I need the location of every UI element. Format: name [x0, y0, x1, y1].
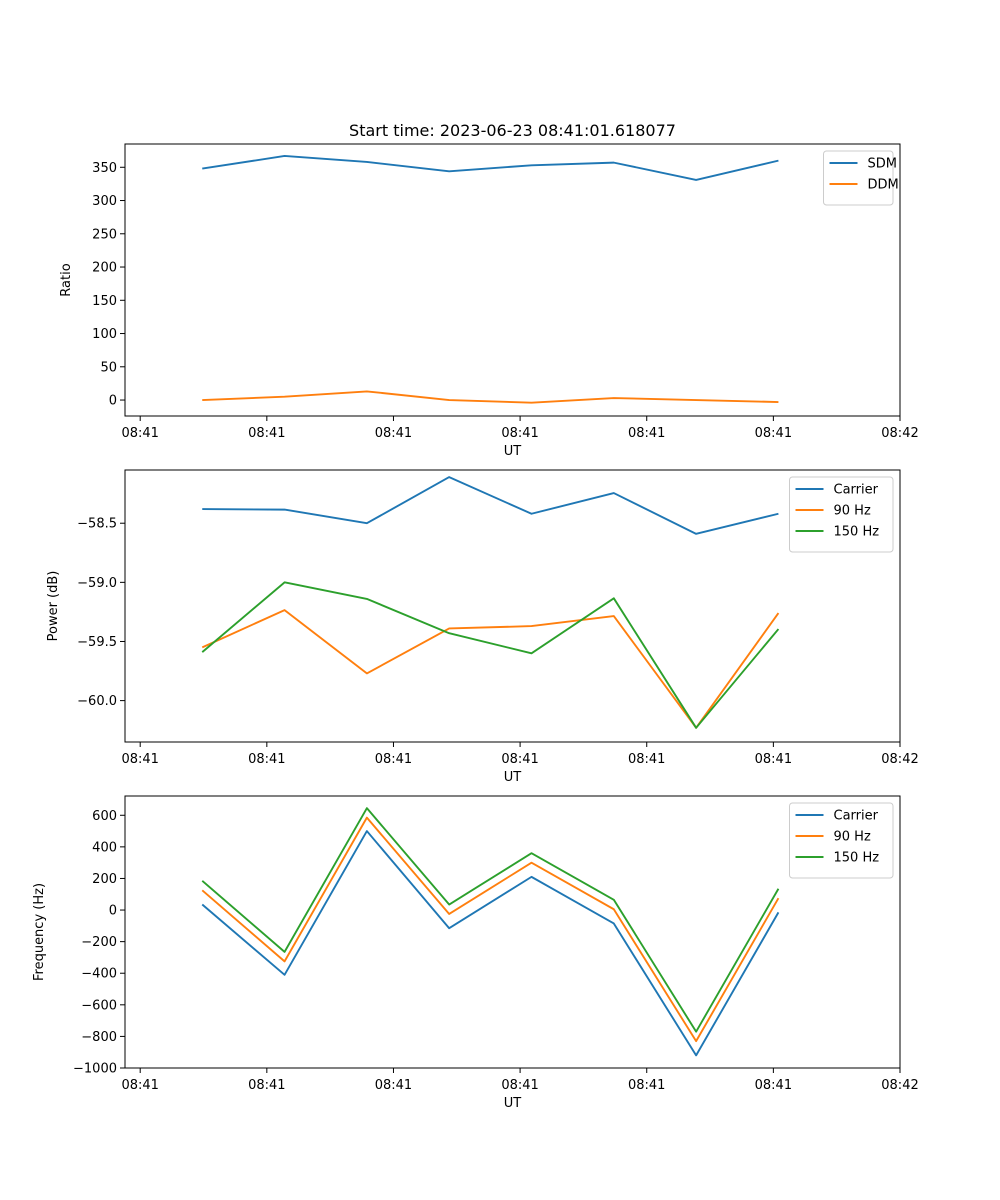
y-tick-label-frequency-1: −800 — [81, 1030, 117, 1045]
x-tick-label-ratio-1: 08:41 — [248, 426, 285, 441]
x-axis-title-power: UT — [504, 770, 522, 785]
series-line-power-1 — [201, 609, 780, 729]
x-tick-label-frequency-6: 08:42 — [881, 1078, 918, 1093]
x-tick-label-power-4: 08:41 — [628, 752, 665, 767]
y-tick-label-frequency-2: −600 — [81, 998, 117, 1013]
series-line-frequency-0 — [201, 830, 780, 1057]
axes-frame-frequency — [124, 795, 901, 1069]
y-tick-label-power-3: −58.5 — [77, 517, 117, 532]
legend-label-frequency-1: 90 Hz — [834, 830, 871, 845]
y-tick-label-ratio-5: 250 — [92, 227, 117, 242]
y-axis-title-power: Power (dB) — [46, 571, 61, 642]
legend-label-ratio-1: DDM — [868, 178, 899, 193]
y-tick-label-ratio-6: 300 — [92, 194, 117, 209]
panels: 08:41 08:41 08:41 08:41 08:41 08:41 08:42 0 50 10… — [32, 143, 919, 1111]
legend-frequency: Carrier 90 Hz 150 Hz — [789, 802, 894, 879]
legend-label-frequency-0: Carrier — [834, 809, 879, 824]
series-line-frequency-2 — [201, 807, 780, 1033]
legend-label-power-1: 90 Hz — [834, 504, 871, 519]
x-tick-label-power-3: 08:41 — [501, 752, 538, 767]
x-tick-label-ratio-5: 08:41 — [755, 426, 792, 441]
y-tick-label-frequency-8: 600 — [92, 809, 117, 824]
x-tick-label-power-1: 08:41 — [248, 752, 285, 767]
legend-ratio: SDM DDM — [823, 150, 899, 206]
series-line-ratio-1 — [202, 390, 779, 404]
y-tick-label-frequency-3: −400 — [81, 967, 117, 982]
legend-label-power-0: Carrier — [834, 483, 879, 498]
y-tick-label-frequency-0: −1000 — [73, 1062, 117, 1077]
y-tick-label-frequency-6: 200 — [92, 872, 117, 887]
x-tick-label-power-0: 08:41 — [121, 752, 158, 767]
x-tick-label-power-6: 08:42 — [881, 752, 918, 767]
x-axis-title-frequency: UT — [504, 1096, 522, 1111]
x-tick-label-power-2: 08:41 — [375, 752, 412, 767]
y-axis-title-frequency: Frequency (Hz) — [32, 883, 47, 981]
x-tick-label-frequency-4: 08:41 — [628, 1078, 665, 1093]
legend-box-frequency — [789, 802, 894, 879]
figure-title: Start time: 2023-06-23 08:41:01.618077 — [349, 121, 676, 140]
panel-power: 08:41 08:41 08:41 08:41 08:41 08:41 08:42 −60.0… — [46, 469, 919, 785]
y-tick-label-ratio-7: 350 — [92, 161, 117, 176]
x-tick-label-frequency-5: 08:41 — [755, 1078, 792, 1093]
y-tick-label-frequency-7: 400 — [92, 840, 117, 855]
x-tick-label-frequency-3: 08:41 — [501, 1078, 538, 1093]
y-tick-label-ratio-3: 150 — [92, 294, 117, 309]
y-tick-label-frequency-4: −200 — [81, 935, 117, 950]
x-axis-title-ratio: UT — [504, 444, 522, 459]
legend-power: Carrier 90 Hz 150 Hz — [789, 476, 894, 553]
y-tick-label-power-1: −59.5 — [77, 635, 117, 650]
y-axis-title-ratio: Ratio — [59, 263, 74, 296]
x-tick-label-ratio-4: 08:41 — [628, 426, 665, 441]
axes-frame-power — [124, 469, 901, 743]
panel-ratio: 08:41 08:41 08:41 08:41 08:41 08:41 08:42 0 50 10… — [59, 143, 919, 459]
series-line-frequency-1 — [201, 816, 780, 1043]
axes-frame-ratio — [124, 143, 901, 417]
series-line-power-0 — [202, 476, 779, 535]
y-tick-label-frequency-5: 0 — [109, 904, 117, 919]
x-tick-label-power-5: 08:41 — [755, 752, 792, 767]
x-tick-label-ratio-6: 08:42 — [881, 426, 918, 441]
x-tick-label-frequency-0: 08:41 — [121, 1078, 158, 1093]
series-line-power-2 — [201, 581, 780, 729]
y-tick-label-ratio-0: 0 — [109, 394, 117, 409]
y-tick-label-ratio-1: 50 — [100, 360, 117, 375]
y-tick-label-power-2: −59.0 — [77, 576, 117, 591]
x-tick-label-frequency-1: 08:41 — [248, 1078, 285, 1093]
legend-box-ratio — [823, 150, 894, 206]
x-tick-label-frequency-2: 08:41 — [375, 1078, 412, 1093]
legend-label-ratio-0: SDM — [868, 157, 897, 172]
x-tick-label-ratio-0: 08:41 — [121, 426, 158, 441]
x-tick-label-ratio-2: 08:41 — [375, 426, 412, 441]
legend-label-frequency-2: 150 Hz — [834, 851, 880, 866]
y-tick-label-ratio-4: 200 — [92, 261, 117, 276]
legend-label-power-2: 150 Hz — [834, 525, 880, 540]
y-tick-label-ratio-2: 100 — [92, 327, 117, 342]
legend-box-power — [789, 476, 894, 553]
panel-frequency: 08:41 08:41 08:41 08:41 08:41 08:41 08:42 −1000… — [32, 795, 919, 1111]
x-tick-label-ratio-3: 08:41 — [501, 426, 538, 441]
series-line-ratio-0 — [202, 155, 779, 181]
y-tick-label-power-0: −60.0 — [77, 694, 117, 709]
